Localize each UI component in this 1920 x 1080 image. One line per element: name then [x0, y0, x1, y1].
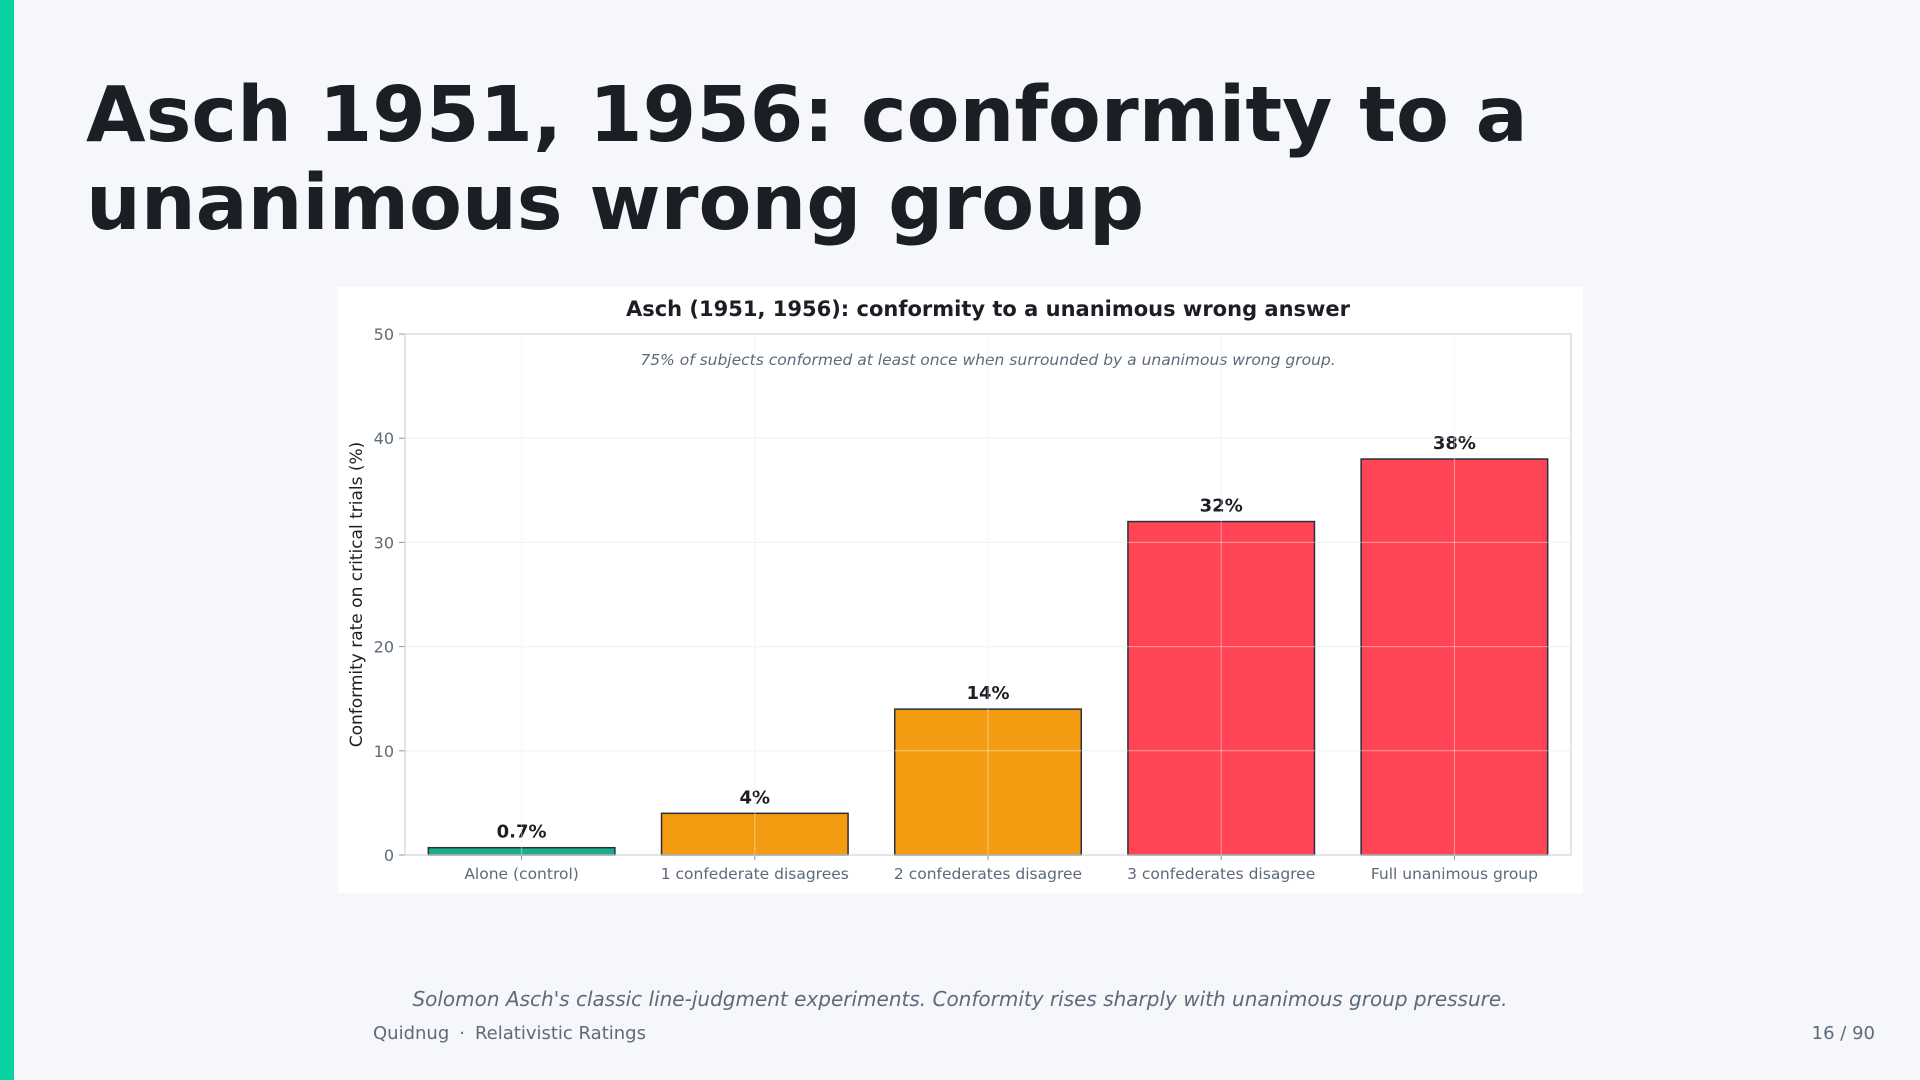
x-tick-label: Full unanimous group	[1371, 865, 1538, 883]
y-tick-label: 10	[374, 742, 394, 761]
y-tick-label: 0	[384, 846, 394, 865]
bar-5	[1360, 458, 1549, 856]
chart-panel: Asch (1951, 1956): conformity to a unani…	[338, 287, 1583, 893]
footer-deck-name: Relativistic Ratings	[474, 1023, 646, 1044]
y-axis-label: Conformity rate on critical trials (%)	[347, 442, 367, 748]
bar-value-label: 4%	[740, 787, 771, 808]
slide-caption: Solomon Asch's classic line-judgment exp…	[412, 987, 1508, 1011]
x-tick-label: 1 confederate disagrees	[661, 865, 849, 883]
page-number: 16 / 90	[1811, 1023, 1875, 1044]
bar-value-label: 0.7%	[497, 822, 547, 843]
plot-frame	[404, 333, 1572, 856]
x-tick-label: 3 confederates disagree	[1127, 865, 1315, 883]
bar-3	[893, 708, 1083, 856]
chart-annotation: 75% of subjects conformed at least once …	[640, 351, 1335, 369]
bar-value-label: 32%	[1200, 496, 1243, 517]
bar-value-label: 14%	[966, 683, 1009, 704]
bar-value-label: 38%	[1433, 433, 1476, 454]
y-tick-label: 50	[374, 325, 394, 344]
x-tick-label: Alone (control)	[464, 865, 579, 883]
y-tick-label: 40	[374, 429, 394, 448]
y-tick-label: 20	[374, 638, 394, 657]
footer-credits: Quidnug · Relativistic Ratings	[373, 1023, 646, 1044]
chart-title: Asch (1951, 1956): conformity to a unani…	[626, 297, 1351, 321]
bar-2	[660, 812, 849, 856]
footer-separator: ·	[459, 1023, 465, 1044]
accent-bar	[0, 0, 14, 1080]
bar-chart: Asch (1951, 1956): conformity to a unani…	[347, 297, 1572, 883]
bar-4	[1127, 520, 1316, 856]
slide-title: Asch 1951, 1956: conformity to a unanimo…	[86, 71, 1528, 248]
x-tick-label: 2 confederates disagree	[894, 865, 1082, 883]
y-tick-label: 30	[374, 533, 394, 552]
footer-author: Quidnug	[373, 1023, 450, 1044]
